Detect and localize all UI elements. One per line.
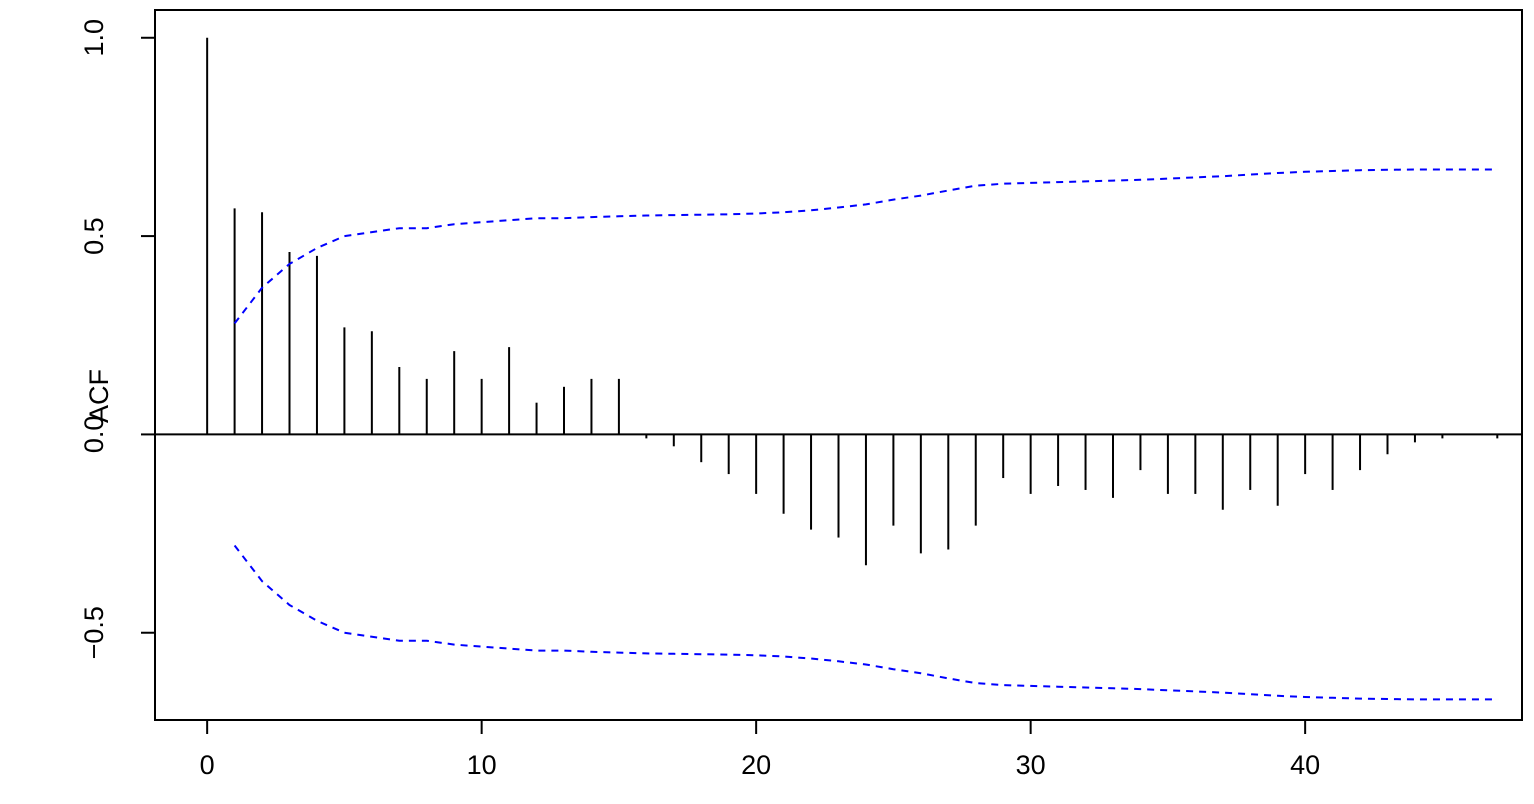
y-tick-label-1: 0.0: [79, 416, 109, 454]
confidence-bands: [233, 168, 1498, 701]
x-axis: 0 10 20 30 40: [200, 719, 1320, 780]
x-tick-label-20: 20: [741, 750, 771, 780]
confidence-band-lower: [233, 544, 1498, 701]
x-tick-label-10: 10: [467, 750, 497, 780]
x-tick-label-40: 40: [1290, 750, 1320, 780]
y-axis: −0.5 0.0 0.5 1.0: [79, 19, 156, 659]
y-tick-label-0: −0.5: [79, 606, 109, 659]
x-tick-label-30: 30: [1016, 750, 1046, 780]
confidence-band-upper: [233, 168, 1498, 325]
acf-bars: [206, 37, 1499, 566]
y-tick-label-2: 0.5: [79, 217, 109, 255]
x-tick-label-0: 0: [200, 750, 215, 780]
y-axis-title: ACF: [84, 369, 114, 423]
y-tick-label-3: 1.0: [79, 19, 109, 57]
